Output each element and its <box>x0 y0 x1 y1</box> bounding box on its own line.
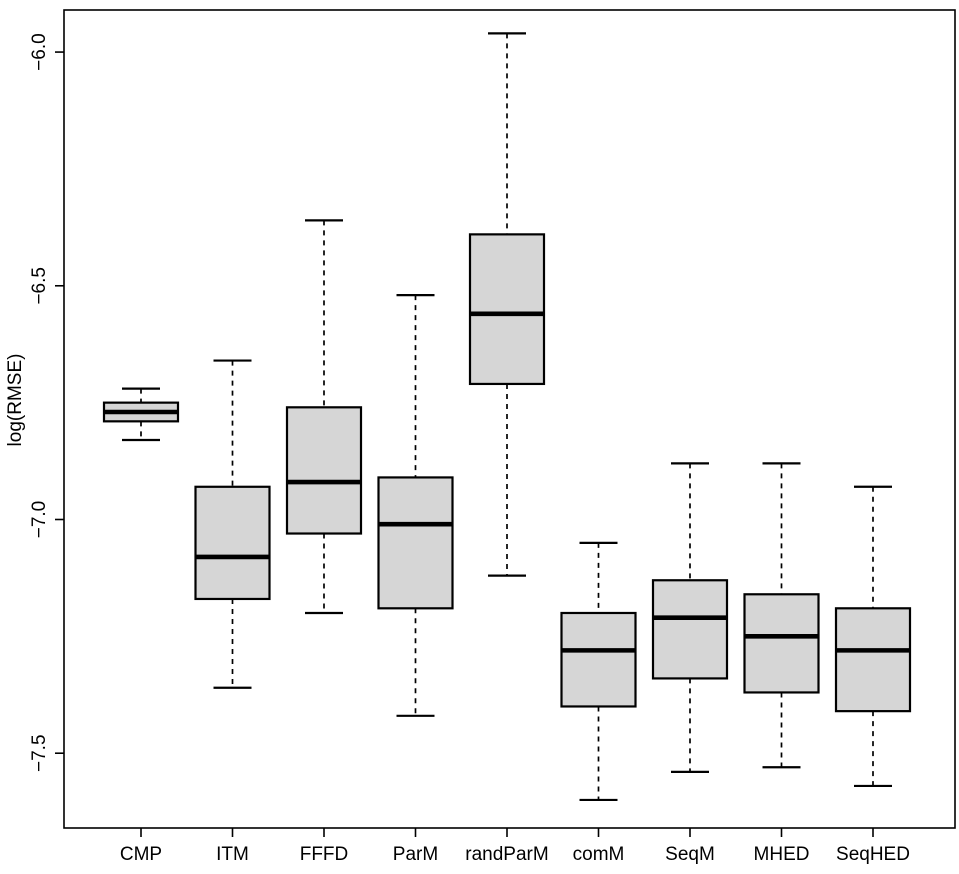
y-tick-label: −7.0 <box>29 501 50 539</box>
iqr-box <box>285 406 363 535</box>
iqr-box <box>560 611 637 708</box>
x-category-label: CMP <box>120 844 162 865</box>
iqr-box <box>468 233 546 386</box>
x-category-label: ITM <box>216 844 249 865</box>
x-category-label: SeqM <box>665 844 715 865</box>
x-category-label: MHED <box>754 844 810 865</box>
plot-border <box>63 9 956 829</box>
iqr-box <box>743 593 820 694</box>
x-category-label: comM <box>573 844 625 865</box>
y-axis-title: log(RMSE) <box>5 354 26 447</box>
x-category-label: ParM <box>393 844 438 865</box>
iqr-box <box>194 485 271 601</box>
y-tick-label: −6.5 <box>29 267 50 305</box>
x-category-label: FFFD <box>300 844 349 865</box>
y-tick-label: −6.0 <box>29 33 50 71</box>
y-tick-label: −7.5 <box>29 734 50 772</box>
iqr-box <box>834 607 912 713</box>
iqr-box <box>377 476 454 610</box>
x-category-label: randParM <box>465 844 548 865</box>
x-category-label: SeqHED <box>836 844 910 865</box>
iqr-box <box>651 579 729 680</box>
